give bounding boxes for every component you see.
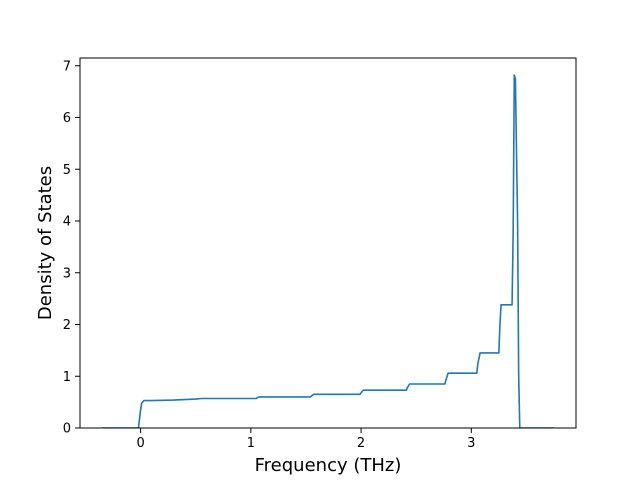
y-tick-label: 0 bbox=[63, 422, 71, 437]
y-tick-label: 5 bbox=[63, 163, 71, 178]
x-tick-label: 0 bbox=[136, 436, 144, 451]
y-tick-label: 6 bbox=[63, 111, 71, 126]
x-tick-label: 3 bbox=[467, 436, 475, 451]
x-tick-label: 2 bbox=[357, 436, 365, 451]
plot-area bbox=[102, 74, 554, 428]
x-axis: 0 1 2 3 bbox=[136, 428, 475, 451]
y-axis: 0 1 2 3 4 5 6 7 bbox=[63, 59, 80, 437]
y-axis-label: Density of States bbox=[35, 166, 56, 320]
y-tick-label: 7 bbox=[63, 59, 71, 74]
y-tick-label: 1 bbox=[63, 370, 71, 385]
axes-frame bbox=[79, 57, 577, 429]
dos-series-line bbox=[102, 74, 554, 428]
x-tick-label: 1 bbox=[247, 436, 255, 451]
x-axis-label: Frequency (THz) bbox=[255, 455, 402, 476]
y-tick-label: 3 bbox=[63, 266, 71, 281]
y-tick-label: 2 bbox=[63, 318, 71, 333]
y-tick-label: 4 bbox=[63, 215, 71, 230]
